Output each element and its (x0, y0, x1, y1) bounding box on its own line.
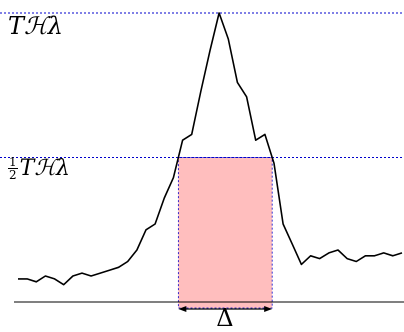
width-arrow-right-head (264, 306, 273, 312)
half-level-label: 1 2 Tℋλ (8, 156, 70, 181)
peak-level-label: Tℋλ (8, 12, 63, 40)
half-level-text: Tℋλ (19, 155, 70, 181)
width-arrow-left-head (178, 306, 187, 312)
width-label: Δ (216, 304, 234, 332)
width-arrow (178, 306, 273, 312)
half-max-window (177, 157, 273, 309)
fraction-numerator: 1 (8, 155, 18, 169)
fraction-denominator: 2 (9, 168, 17, 182)
half-fraction: 1 2 (8, 156, 18, 181)
signal-curve (18, 12, 403, 286)
